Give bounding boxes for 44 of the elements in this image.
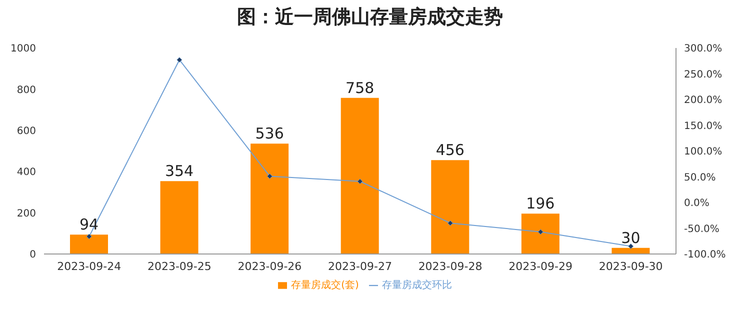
y-tick-label: 200 — [16, 208, 36, 220]
point — [448, 220, 454, 226]
x-tick-label: 2023-09-30 — [598, 260, 663, 273]
y2-tick-label: 250.0% — [684, 69, 722, 80]
bar — [250, 144, 289, 254]
y2-tick-label: -50.0% — [684, 224, 720, 235]
bar — [521, 214, 560, 254]
point — [357, 178, 363, 184]
bar — [431, 160, 470, 254]
x-tick-label: 2023-09-28 — [418, 260, 482, 273]
data-label: 30 — [621, 228, 640, 247]
y2-tick-label: -100.0% — [684, 250, 726, 261]
point — [538, 229, 544, 235]
point — [176, 57, 182, 63]
data-label: 536 — [255, 124, 284, 143]
x-tick-label: 2023-09-26 — [238, 260, 302, 273]
point — [628, 244, 634, 250]
bar — [340, 98, 379, 254]
x-tick-label: 2023-09-24 — [57, 260, 122, 273]
bar — [160, 181, 198, 254]
y-tick-label: 600 — [16, 126, 36, 137]
legend-label: 存量房成交环比 — [382, 280, 452, 291]
data-label: 758 — [346, 78, 374, 97]
y2-tick-label: 0.0% — [684, 198, 710, 210]
bar — [70, 234, 108, 254]
y2-tick-label: 50.0% — [684, 172, 716, 184]
data-label: 196 — [526, 194, 555, 213]
point — [86, 234, 92, 240]
y2-tick-label: 150.0% — [684, 120, 722, 132]
y2-tick-label: 300.0% — [684, 44, 722, 55]
x-tick-label: 2023-09-25 — [147, 260, 212, 273]
data-label: 456 — [436, 141, 464, 160]
y-tick-label: 0 — [30, 250, 36, 261]
x-tick-label: 2023-09-27 — [328, 260, 392, 273]
y-tick-label: 400 — [16, 167, 36, 178]
y2-tick-label: 100.0% — [684, 146, 722, 158]
point — [266, 173, 272, 179]
y2-tick-label: 200.0% — [684, 95, 722, 106]
x-tick-label: 2023-09-29 — [508, 260, 573, 273]
y-tick-label: 800 — [16, 84, 36, 96]
legend-label: 存量房成交(套) — [291, 280, 359, 291]
data-label: 354 — [164, 162, 194, 180]
y-tick-label: 1000 — [10, 44, 36, 55]
chart-title: 图：近一周佛山存量房成交走势 — [236, 5, 504, 30]
